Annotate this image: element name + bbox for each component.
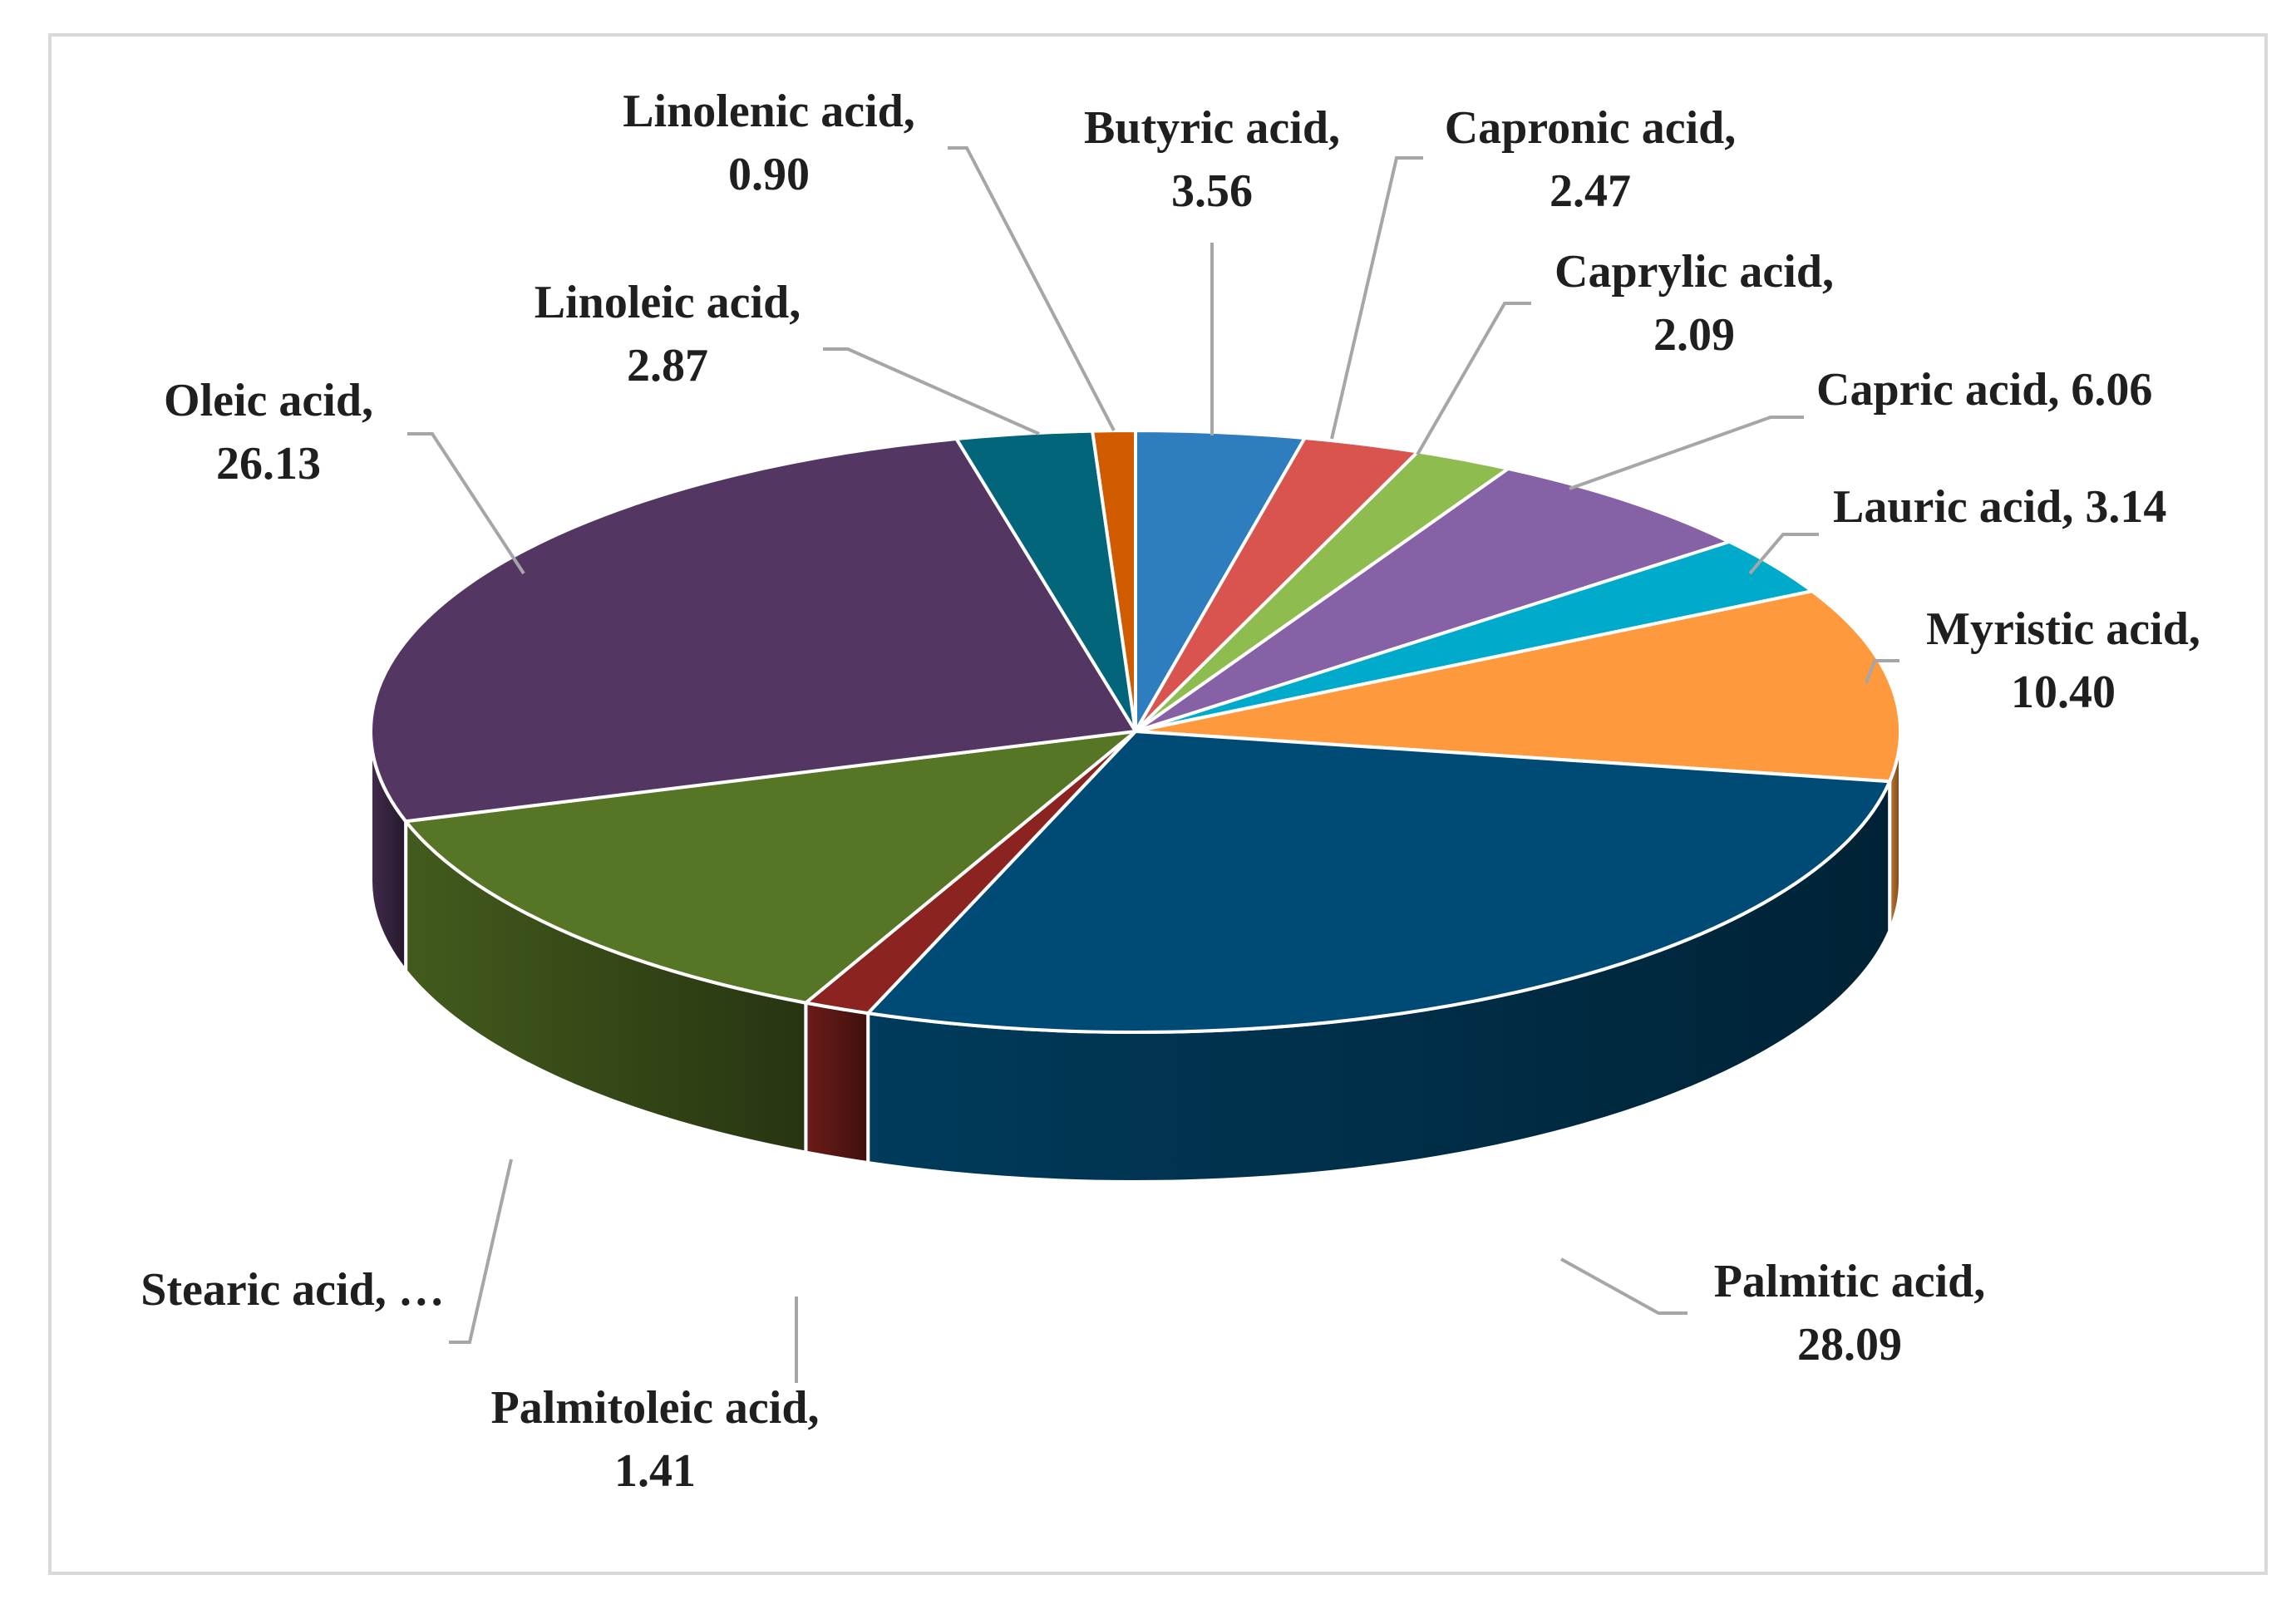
data-label-capric-acid: Capric acid, 6.06 <box>1816 364 2152 416</box>
leader-line-linolenic-acid <box>948 146 1116 431</box>
data-label-lauric-acid: Lauric acid, 3.14 <box>1833 481 2166 533</box>
leader-line-myristic-acid <box>1865 659 1899 684</box>
data-label-myristic-acid: Myristic acid, <box>1926 603 2200 655</box>
data-label-butyric-acid: Butyric acid, <box>1084 102 1340 154</box>
leader-line-stearic-acid <box>449 1159 513 1344</box>
leader-line-lauric-acid <box>1748 533 1819 575</box>
leader-line-palmitic-acid <box>1560 1257 1688 1315</box>
data-label-linoleic-acid: Linoleic acid, <box>535 277 801 328</box>
leader-line-capronic-acid <box>1330 156 1423 440</box>
data-label-palmitic-acid-value: 28.09 <box>1797 1319 1902 1370</box>
data-label-linolenic-acid: Linolenic acid, <box>623 86 915 137</box>
data-label-stearic-acid: Stearic acid, … <box>140 1264 444 1316</box>
data-label-capronic-acid-value: 2.47 <box>1550 165 1631 217</box>
pie-side-palmitoleic-acid <box>804 1001 870 1165</box>
data-label-linolenic-acid-value: 0.90 <box>728 149 810 200</box>
data-label-palmitic-acid: Palmitic acid, <box>1714 1256 1986 1307</box>
data-label-palmitoleic-acid: Palmitoleic acid, <box>490 1382 819 1434</box>
data-label-myristic-acid-value: 10.40 <box>2011 667 2116 718</box>
pie-slice-linolenic-acid <box>1090 428 1137 732</box>
leader-lines <box>407 146 1899 1383</box>
leader-line-capric-acid <box>1569 416 1804 490</box>
data-label-linoleic-acid-value: 2.87 <box>627 340 708 391</box>
data-label-caprylic-acid: Caprylic acid, <box>1554 246 1834 298</box>
pie-slice-myristic-acid <box>1135 589 1902 784</box>
data-label-oleic-acid: Oleic acid, <box>164 375 373 426</box>
pie-slice-palmitic-acid <box>865 729 1893 1034</box>
pie-top <box>369 428 1902 1034</box>
data-label-caprylic-acid-value: 2.09 <box>1653 309 1735 361</box>
leader-line-caprylic-acid <box>1416 302 1531 455</box>
leader-line-linoleic-acid <box>823 347 1040 435</box>
data-labels: Butyric acid, 3.56 Capronic acid, 2.47 Capry… <box>140 86 2200 1497</box>
data-label-oleic-acid-value: 26.13 <box>216 438 321 490</box>
pie-slice-oleic-acid <box>369 436 1139 824</box>
data-label-palmitoleic-acid-value: 1.41 <box>614 1445 696 1497</box>
data-label-butyric-acid-value: 3.56 <box>1171 165 1253 217</box>
pie-slice-capric-acid <box>1134 466 1734 733</box>
data-label-capronic-acid: Capronic acid, <box>1445 102 1737 154</box>
leader-line-oleic-acid <box>407 432 525 575</box>
